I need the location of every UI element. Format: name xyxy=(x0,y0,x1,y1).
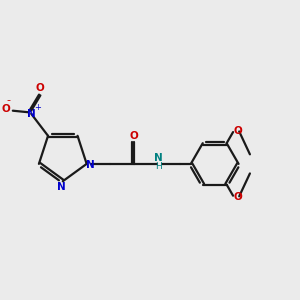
Text: N: N xyxy=(57,182,66,192)
Text: O: O xyxy=(36,83,45,93)
Text: N: N xyxy=(86,160,95,170)
Text: N: N xyxy=(154,153,162,163)
Text: +: + xyxy=(34,103,41,112)
Text: N: N xyxy=(27,109,36,119)
Text: H: H xyxy=(155,162,161,171)
Text: O: O xyxy=(233,125,242,136)
Text: O: O xyxy=(129,131,138,141)
Text: -: - xyxy=(6,95,10,105)
Text: O: O xyxy=(233,192,242,202)
Text: O: O xyxy=(2,104,11,114)
